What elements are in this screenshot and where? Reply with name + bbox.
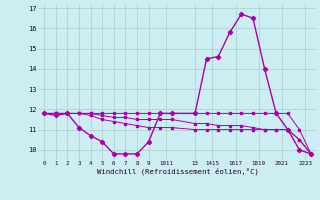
X-axis label: Windchill (Refroidissement éolien,°C): Windchill (Refroidissement éolien,°C) bbox=[97, 168, 259, 175]
